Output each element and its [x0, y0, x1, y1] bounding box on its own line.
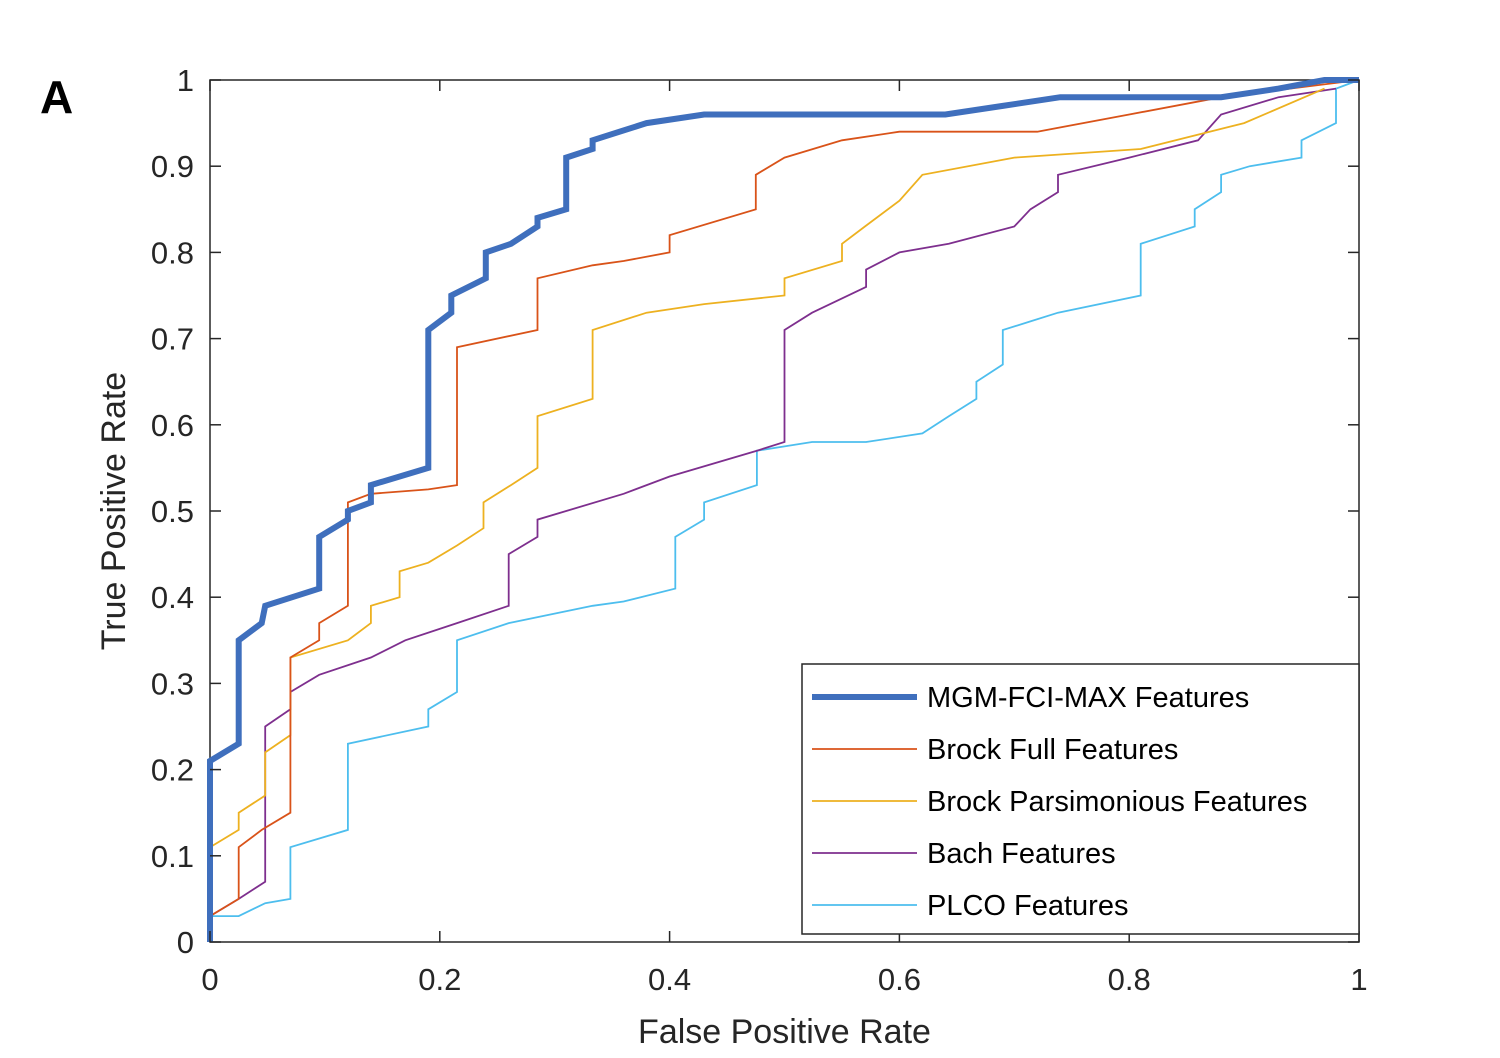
legend-box: [801, 663, 1360, 935]
series-line-2: [209, 79, 1360, 942]
series-group: [207, 77, 1360, 942]
x-tick-label: 1: [1350, 962, 1367, 997]
ticks-group: 0 0.2 0.4 0.6 0.8 1 0 0.1 0.2 0.3 0.4 0.5 0.6 0.7 0.8 0…: [151, 63, 1368, 997]
x-tick-label: 0.2: [418, 962, 461, 997]
series-line-5: [209, 79, 1360, 942]
legend-label-2: Brock Full Features: [927, 734, 1178, 766]
legend-items: MGM-FCI-MAX Features Brock Full Features B…: [812, 682, 1307, 922]
legend-label-5: PLCO Features: [927, 890, 1128, 922]
y-tick-label: 0.7: [151, 322, 194, 357]
legend: MGM-FCI-MAX Features Brock Full Features B…: [801, 663, 1360, 935]
y-tick-label: 0.8: [151, 235, 194, 270]
plot-area: 0 0.2 0.4 0.6 0.8 1 0 0.1 0.2 0.3 0.4 0.5 0.6 0.7 0.8 0…: [151, 63, 1368, 997]
x-axis-label: False Positive Rate: [638, 1013, 931, 1051]
x-tick-label: 0.4: [648, 962, 691, 997]
series-line-3: [209, 87, 1325, 942]
y-tick-label: 0.6: [151, 408, 194, 443]
series-line-1: [207, 77, 1359, 942]
y-tick-label: 0.9: [151, 149, 194, 184]
panel-label: A: [40, 71, 73, 123]
y-tick-label: 1: [177, 63, 194, 98]
x-tick-label: 0: [201, 962, 218, 997]
x-tick-label: 0.8: [1108, 962, 1151, 997]
y-tick-label: 0.1: [151, 839, 194, 874]
y-tick-label: 0.5: [151, 494, 194, 529]
y-tick-label: 0.3: [151, 666, 194, 701]
y-tick-label: 0.2: [151, 753, 194, 788]
y-axis-label: True Positive Rate: [95, 372, 133, 650]
legend-label-4: Bach Features: [927, 838, 1116, 870]
x-tick-label: 0.6: [878, 962, 921, 997]
y-tick-label: 0: [177, 925, 194, 960]
y-tick-label: 0.4: [151, 580, 194, 615]
legend-label-1: MGM-FCI-MAX Features: [927, 682, 1249, 714]
legend-label-3: Brock Parsimonious Features: [927, 786, 1307, 818]
